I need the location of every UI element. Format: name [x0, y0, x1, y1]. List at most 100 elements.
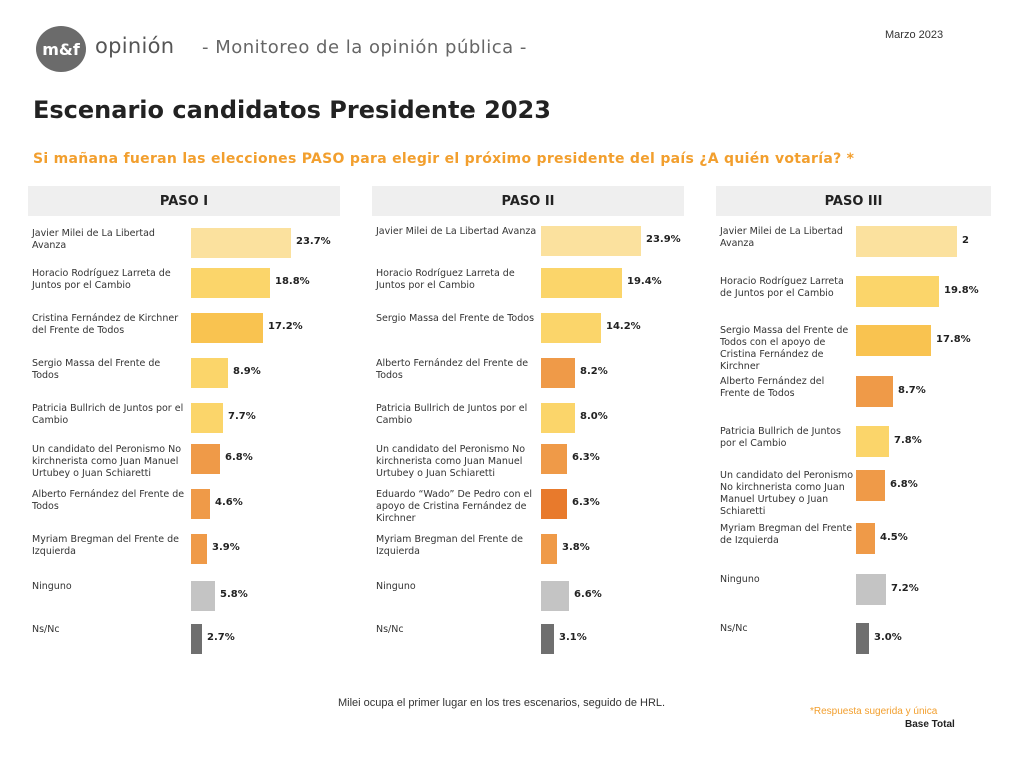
category-label: Un candidato del Peronismo No kirchneris…	[32, 444, 182, 479]
category-label: Sergio Massa del Frente de Todos	[376, 313, 535, 324]
category-label: Myriam Bregman del Frente de Izquierda	[32, 534, 179, 557]
page-title: Escenario candidatos Presidente 2023	[33, 96, 551, 124]
bar-row: Alberto Fernández del Frente de Todos 4.6…	[28, 489, 340, 519]
bar-row: Horacio Rodríguez Larreta de Juntos por …	[716, 276, 991, 307]
brand-wordmark: opinión	[95, 34, 175, 58]
data-label: 7.2%	[891, 583, 919, 594]
bar	[191, 624, 202, 654]
bar-row: Ninguno 5.8%	[28, 581, 340, 611]
data-label: 3.1%	[559, 632, 587, 643]
bar	[856, 470, 885, 501]
bar	[541, 226, 641, 256]
bar-row: Cristina Fernández de Kirchner del Frent…	[28, 313, 340, 343]
chart-panel-1: PASO I Javier Milei de La Libertad Avanza…	[28, 186, 340, 666]
category-label: Cristina Fernández de Kirchner del Frent…	[32, 313, 179, 336]
data-label: 6.6%	[574, 589, 602, 600]
bar	[191, 581, 215, 611]
data-label: 5.8%	[220, 589, 248, 600]
bar	[856, 376, 893, 407]
bar-row: Horacio Rodríguez Larreta de Juntos por …	[372, 268, 684, 298]
bar	[191, 358, 228, 388]
category-label: Ninguno	[32, 581, 72, 592]
bar-row: Myriam Bregman del Frente de Izquierda 3.…	[28, 534, 340, 564]
bar-row: Javier Milei de La Libertad Avanza 2	[716, 226, 991, 257]
bar-row: Un candidato del Peronismo No kirchneris…	[716, 470, 991, 517]
bar	[856, 523, 875, 554]
bar-row: Javier Milei de La Libertad Avanza 23.7%	[28, 228, 340, 258]
category-label: Patricia Bullrich de Juntos por el Cambi…	[376, 403, 528, 426]
bar-row: Ns/Nc 3.1%	[372, 624, 684, 654]
data-label: 6.3%	[572, 452, 600, 463]
bar	[541, 581, 569, 611]
bar-row: Sergio Massa del Frente de Todos 8.9%	[28, 358, 340, 388]
bar	[856, 325, 931, 356]
bar-row: Ns/Nc 3.0%	[716, 623, 991, 654]
data-label: 19.4%	[627, 276, 662, 287]
bar	[541, 358, 575, 388]
bar-row: Patricia Bullrich de Juntos por el Cambi…	[716, 426, 991, 457]
category-label: Ns/Nc	[32, 624, 60, 635]
data-label: 8.7%	[898, 385, 926, 396]
category-label: Un candidato del Peronismo No kirchneris…	[376, 444, 526, 479]
chart-title: PASO I	[28, 186, 340, 216]
bar-row: Horacio Rodríguez Larreta de Juntos por …	[28, 268, 340, 298]
bar-row: Ns/Nc 2.7%	[28, 624, 340, 654]
data-label: 7.8%	[894, 435, 922, 446]
bar-row: Patricia Bullrich de Juntos por el Cambi…	[28, 403, 340, 433]
bar-row: Ninguno 6.6%	[372, 581, 684, 611]
data-label: 17.2%	[268, 321, 303, 332]
bar-row: Ninguno 7.2%	[716, 574, 991, 605]
chart-title: PASO III	[716, 186, 991, 216]
bar	[191, 313, 263, 343]
bar	[191, 228, 291, 258]
bar	[856, 426, 889, 457]
category-label: Ninguno	[720, 574, 760, 585]
bar-row: Patricia Bullrich de Juntos por el Cambi…	[372, 403, 684, 433]
category-label: Javier Milei de La Libertad Avanza	[32, 228, 155, 251]
data-label: 3.0%	[874, 632, 902, 643]
bar-row: Sergio Massa del Frente de Todos 14.2%	[372, 313, 684, 343]
data-label: 23.7%	[296, 236, 331, 247]
bar	[191, 444, 220, 474]
bar	[541, 268, 622, 298]
category-label: Alberto Fernández del Frente de Todos	[720, 376, 825, 399]
data-label: 7.7%	[228, 411, 256, 422]
data-label: 17.8%	[936, 334, 971, 345]
data-label: 3.9%	[212, 542, 240, 553]
bar-row: Myriam Bregman del Frente de Izquierda 4.…	[716, 523, 991, 554]
data-label: 8.0%	[580, 411, 608, 422]
bar	[541, 489, 567, 519]
category-label: Javier Milei de La Libertad Avanza	[720, 226, 843, 249]
footnote-asterisk: *Respuesta sugerida y única	[810, 706, 938, 717]
bar-row: Alberto Fernández del Frente de Todos 8.2…	[372, 358, 684, 388]
data-label: 2	[962, 235, 969, 246]
bar-row: Eduardo “Wado” De Pedro con el apoyo de …	[372, 489, 684, 524]
category-label: Alberto Fernández del Frente de Todos	[32, 489, 185, 512]
bar-row: Sergio Massa del Frente de Todos con el …	[716, 325, 991, 372]
bar	[856, 226, 957, 257]
bar-row: Un candidato del Peronismo No kirchneris…	[28, 444, 340, 479]
chart-panel-2: PASO II Javier Milei de La Libertad Avanz…	[372, 186, 684, 666]
bar-row: Myriam Bregman del Frente de Izquierda 3.…	[372, 534, 684, 564]
chart-title: PASO II	[372, 186, 684, 216]
bar	[191, 534, 207, 564]
report-date: Marzo 2023	[885, 29, 944, 41]
bar-row: Un candidato del Peronismo No kirchneris…	[372, 444, 684, 479]
bar	[541, 403, 575, 433]
category-label: Ninguno	[376, 581, 416, 592]
category-label: Ns/Nc	[376, 624, 404, 635]
category-label: Eduardo “Wado” De Pedro con el apoyo de …	[376, 489, 532, 524]
data-label: 4.5%	[880, 532, 908, 543]
bar	[191, 403, 223, 433]
bar	[856, 623, 869, 654]
category-label: Myriam Bregman del Frente de Izquierda	[720, 523, 853, 546]
bar-row: Alberto Fernández del Frente de Todos 8.7…	[716, 376, 991, 407]
data-label: 19.8%	[944, 285, 979, 296]
data-label: 8.2%	[580, 366, 608, 377]
header-subtitle: - Monitoreo de la opinión pública -	[202, 37, 527, 58]
data-label: 18.8%	[275, 276, 310, 287]
footer-note: Milei ocupa el primer lugar en los tres …	[338, 697, 666, 709]
bar	[191, 268, 270, 298]
category-label: Horacio Rodríguez Larreta de Juntos por …	[376, 268, 515, 291]
bar	[191, 489, 210, 519]
